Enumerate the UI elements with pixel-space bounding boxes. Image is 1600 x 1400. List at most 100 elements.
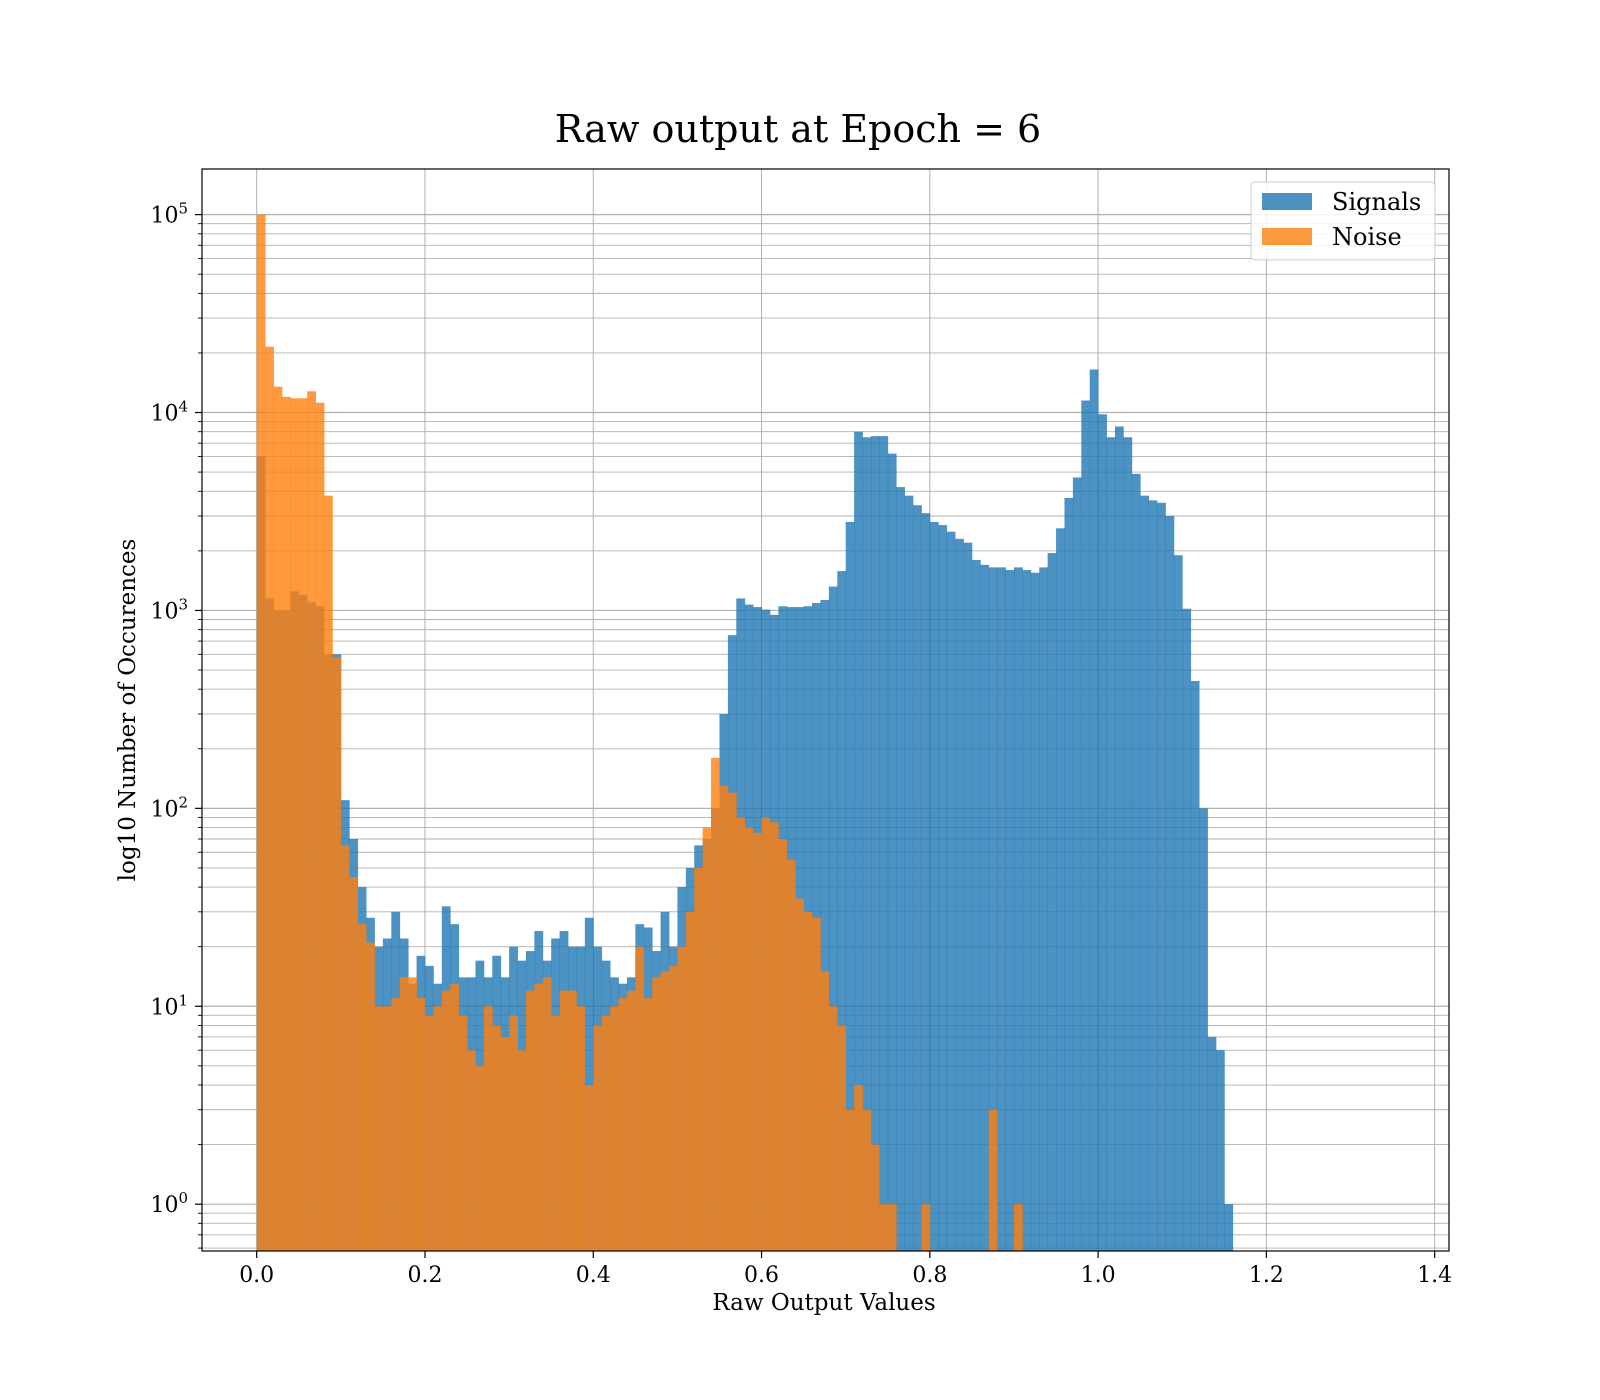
histogram-bar: [854, 431, 863, 1252]
histogram-bar: [769, 822, 779, 1251]
x-tick-label: 1.2: [1249, 1263, 1284, 1288]
x-axis-label: Raw Output Values: [712, 1290, 935, 1316]
histogram-bar: [273, 386, 283, 1252]
histogram-bar: [324, 495, 333, 1251]
histogram-bar: [601, 1015, 611, 1251]
histogram-bar: [870, 1144, 880, 1251]
histogram-bar: [433, 1006, 443, 1251]
histogram-bar: [1013, 1204, 1023, 1251]
histogram-bar: [483, 1006, 493, 1251]
histogram-bar: [668, 965, 678, 1251]
histogram-bar: [1199, 808, 1208, 1251]
histogram-bar: [652, 977, 661, 1251]
histogram-bar: [904, 495, 914, 1251]
histogram-bar: [685, 911, 695, 1251]
legend-label-signals: Signals: [1332, 188, 1421, 216]
histogram-bar: [820, 599, 830, 1251]
histogram-bar: [584, 1085, 594, 1251]
histogram-bar: [340, 845, 350, 1251]
x-tick-label: 0.2: [407, 1263, 442, 1288]
histogram-bar: [424, 1015, 434, 1251]
histogram-bar: [542, 977, 552, 1251]
histogram-bar: [1157, 502, 1166, 1251]
histogram-bar: [492, 1025, 502, 1251]
histogram-bar: [635, 946, 645, 1251]
histogram-bar: [727, 792, 737, 1251]
histogram-bar: [1123, 437, 1133, 1251]
histogram-bar: [467, 1050, 476, 1251]
histogram-bar: [1064, 497, 1074, 1251]
histogram-bar: [744, 827, 754, 1251]
histogram-bar: [828, 586, 838, 1251]
histogram-bar: [971, 559, 981, 1251]
x-tick-label: 0.0: [239, 1263, 274, 1288]
histogram-bar: [997, 567, 1006, 1251]
histogram-bar: [450, 983, 460, 1251]
histogram-bar: [441, 990, 451, 1251]
histogram-bar: [803, 911, 813, 1251]
histogram-bar: [382, 1006, 392, 1251]
histogram-bar: [332, 657, 342, 1251]
histogram-bar: [374, 1006, 384, 1251]
histogram-bar: [1207, 1036, 1217, 1251]
histogram-bar: [1013, 567, 1023, 1251]
histogram-bar: [946, 531, 956, 1251]
histogram-bar: [694, 867, 704, 1251]
histogram-bar: [938, 525, 948, 1251]
histogram-bar: [921, 1204, 931, 1251]
histogram-bar: [265, 346, 274, 1251]
histogram-bar: [988, 1109, 998, 1251]
x-tick-label: 0.6: [744, 1263, 779, 1288]
histogram-bar: [828, 1006, 838, 1251]
histogram-bar: [290, 398, 300, 1251]
histogram-bar: [761, 817, 771, 1251]
histogram-bar: [1173, 555, 1183, 1251]
histogram-bar: [1190, 681, 1200, 1251]
histogram-bar: [980, 564, 990, 1251]
histogram-bar: [711, 757, 720, 1251]
histogram-bar: [786, 859, 796, 1251]
y-tick-label: 100: [150, 1189, 188, 1218]
histogram-bar: [1056, 528, 1065, 1251]
histogram-bar: [568, 990, 577, 1251]
histogram-bar: [281, 396, 291, 1251]
y-axis-label: log10 Number of Occurences: [115, 539, 141, 882]
histogram-bar: [1140, 495, 1150, 1251]
histogram-bar: [593, 1025, 603, 1251]
histogram-bar: [551, 1015, 561, 1251]
histogram-bar: [778, 839, 788, 1251]
histogram-bar: [458, 1015, 468, 1251]
histogram-bar: [812, 917, 821, 1251]
histogram-bar: [837, 1025, 847, 1251]
histogram-bar: [509, 1015, 518, 1251]
histogram-bar: [719, 785, 729, 1251]
histogram-bar: [1165, 516, 1175, 1251]
histogram-bar: [963, 542, 973, 1251]
histogram-bar: [584, 917, 594, 1251]
histogram-bar: [820, 971, 830, 1251]
histogram-bar: [1182, 608, 1192, 1251]
histogram-bar: [955, 538, 964, 1251]
histogram-bar: [256, 214, 266, 1251]
histogram-bar: [416, 998, 426, 1251]
histogram-bar: [525, 990, 535, 1251]
histogram-bar: [366, 942, 375, 1251]
legend-label-noise: Noise: [1332, 223, 1402, 251]
histogram-bar: [559, 990, 569, 1251]
histogram-bar: [870, 436, 880, 1252]
x-tick-label: 0.4: [576, 1263, 611, 1288]
histogram-bar: [1106, 437, 1116, 1251]
y-axis: 100 101 102 103 104 105: [150, 200, 202, 1249]
histogram-bar: [795, 898, 805, 1251]
histogram-bar: [1022, 570, 1032, 1251]
histogram-bar: [576, 1006, 586, 1251]
histogram-bar: [753, 833, 762, 1251]
y-tick-label: 102: [150, 793, 188, 822]
histogram-bar: [1114, 426, 1124, 1251]
x-tick-label: 1.0: [1081, 1263, 1116, 1288]
y-tick-label: 101: [150, 991, 188, 1020]
histogram-bar: [1047, 553, 1057, 1251]
histogram-bar: [391, 998, 401, 1251]
histogram-bar: [896, 487, 905, 1252]
histogram-bar: [702, 827, 712, 1251]
